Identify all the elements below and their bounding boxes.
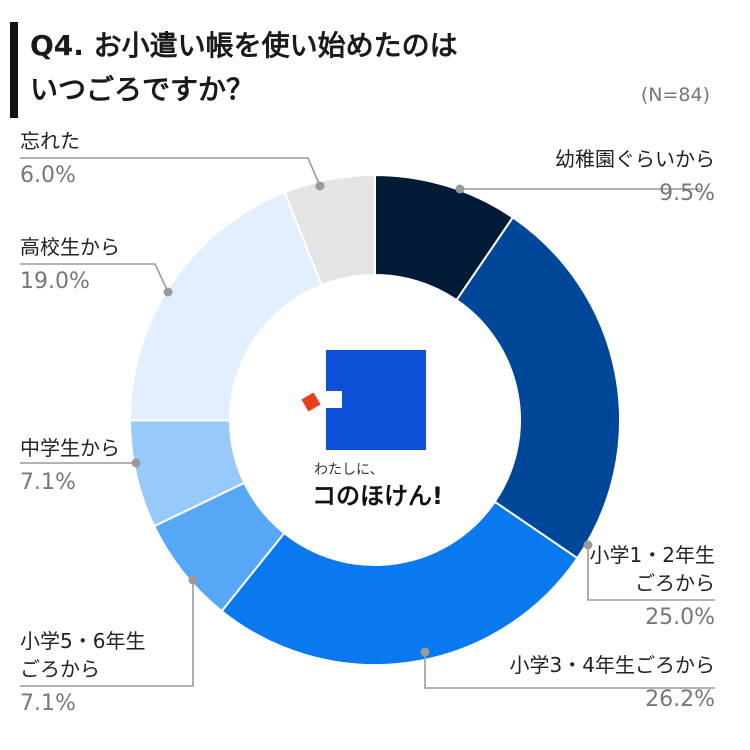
slice-value-label: 7.1% (20, 691, 76, 716)
chart-title-line1: Q4. お小遣い帳を使い始めたのは (30, 29, 458, 62)
leader-dot (455, 184, 465, 194)
sample-size-note: (N=84) (640, 84, 710, 106)
slice-label: 中学生から (20, 436, 120, 460)
slice-label: ごろから (20, 657, 100, 681)
slice-value-label: 26.2% (645, 687, 715, 712)
slice-label: 高校生から (20, 235, 120, 259)
donut-slice (220, 500, 579, 666)
leader-line (587, 545, 715, 601)
slice-label: 小学5・6年生 (20, 629, 145, 653)
brand-logo: わたしに、 コのほけん! (301, 350, 443, 510)
leader-dot (420, 647, 430, 657)
slice-value-label: 6.0% (20, 163, 76, 188)
slice-label: 幼稚園ぐらいから (555, 147, 715, 171)
leader-line (20, 580, 194, 687)
leader-lines (20, 157, 715, 689)
leader-line (424, 652, 715, 689)
slice-label: 小学1・2年生 (590, 543, 715, 567)
logo-tagline: わたしに、 (314, 462, 384, 478)
chart-title-line2: いつごろですか？ (30, 73, 255, 106)
donut-slice (283, 173, 376, 287)
logo-square (326, 350, 426, 450)
slice-label: ごろから (635, 571, 715, 595)
title-accent-bar (10, 22, 18, 118)
leader-dot (315, 181, 325, 191)
slice-value-label: 7.1% (20, 470, 76, 495)
logo-accent (301, 392, 321, 412)
donut-slices (128, 173, 621, 666)
slice-value-label: 19.0% (20, 269, 90, 294)
leader-dot (188, 575, 198, 585)
leader-line (20, 263, 169, 293)
logo-name: コのほけん! (312, 482, 443, 510)
logo-notch (320, 391, 342, 408)
leader-dot (131, 458, 141, 468)
slice-label: 小学3・4年生ごろから (510, 653, 715, 677)
leader-dot (163, 287, 173, 297)
donut-slice (128, 190, 323, 422)
slice-value-label: 25.0% (645, 605, 715, 630)
slice-value-label: 9.5% (659, 181, 715, 206)
chart-title: Q4. お小遣い帳を使い始めたのは いつごろですか？ (30, 24, 458, 112)
leader-dot (583, 540, 593, 550)
leader-line (20, 157, 321, 187)
donut-slice (455, 216, 621, 560)
slice-label: 忘れた (20, 129, 80, 153)
